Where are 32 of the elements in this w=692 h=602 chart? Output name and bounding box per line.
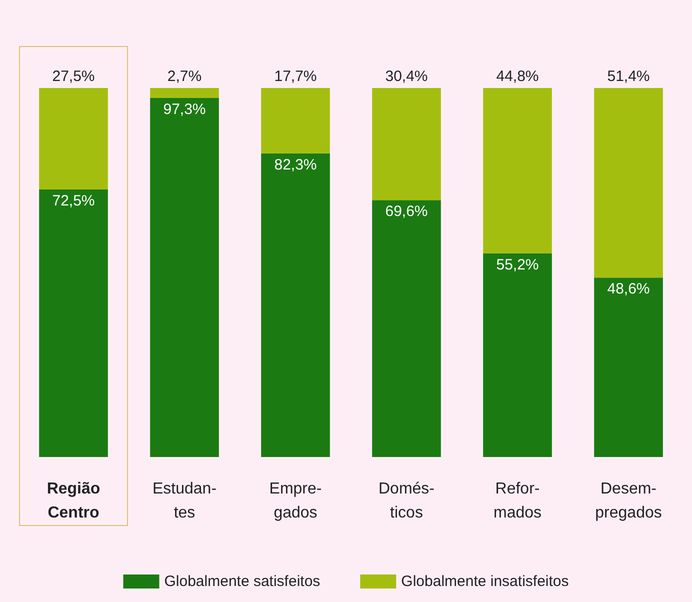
data-label: 72,5% [52,192,95,210]
data-label: 82,3% [274,156,317,174]
bar [594,278,663,457]
bar [372,88,441,200]
data-label: 27,5% [52,68,95,85]
x-tick-label: Domés- ticos [378,480,435,522]
x-tick-label: Desem- pregados [595,480,662,522]
data-label: 48,6% [607,280,650,298]
data-label: 44,8% [496,68,539,85]
bar [39,88,108,190]
data-label: 69,6% [385,203,428,220]
data-label: 97,3% [163,100,206,118]
x-tick-label: Refor- mados [493,480,542,522]
bar [261,88,330,154]
bar [483,88,552,254]
bar [261,153,330,457]
x-tick-label: Empre- gados [269,480,322,522]
legend-label: Globalmente insatisfeitos [401,573,569,590]
bar [39,189,108,457]
data-label: 17,7% [274,68,317,85]
bar [483,253,552,457]
bar [372,200,441,457]
x-tick-label: Região Centro [46,480,100,522]
bar [594,88,663,278]
bar [150,98,219,457]
legend-label: Globalmente satisfeitos [164,573,320,590]
data-label: 2,7% [167,68,202,85]
x-tick-label: Estudan- tes [152,480,217,522]
data-label: 30,4% [385,68,428,85]
bar [150,88,219,98]
data-label: 55,2% [496,256,539,274]
data-label: 51,4% [607,68,650,85]
